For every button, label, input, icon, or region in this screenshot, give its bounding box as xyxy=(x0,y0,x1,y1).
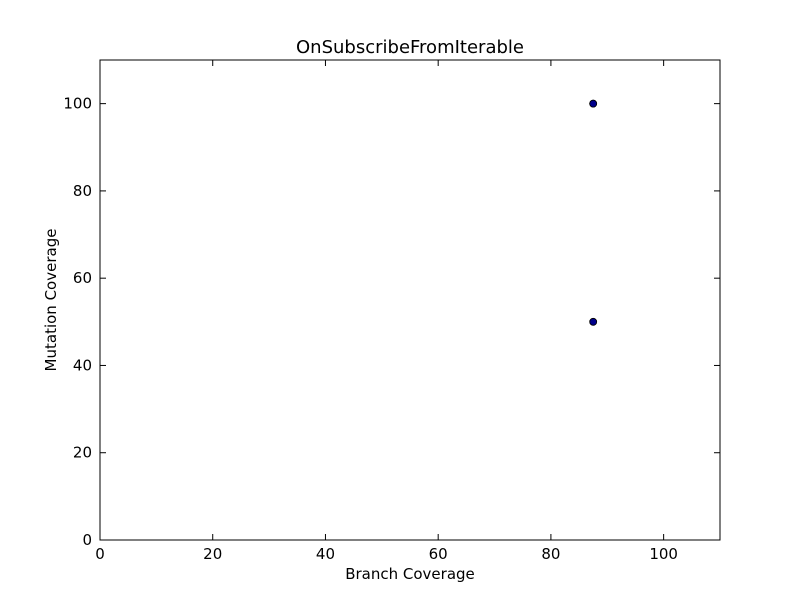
x-tick-label: 0 xyxy=(95,545,105,563)
x-tick-label: 40 xyxy=(316,545,335,563)
data-point xyxy=(589,317,598,326)
x-tick-label: 20 xyxy=(203,545,222,563)
x-axis-label: Branch Coverage xyxy=(345,565,475,583)
y-tick-label: 40 xyxy=(73,356,92,374)
y-tick-label: 20 xyxy=(73,444,92,462)
x-tick-label: 80 xyxy=(541,545,560,563)
data-point xyxy=(589,99,598,108)
x-tick-label: 60 xyxy=(429,545,448,563)
plot-area-frame xyxy=(99,59,721,541)
y-tick-label: 100 xyxy=(63,95,92,113)
y-axis-label: Mutation Coverage xyxy=(42,229,60,372)
y-tick-label: 80 xyxy=(73,182,92,200)
x-tick-label: 100 xyxy=(649,545,678,563)
chart-title: OnSubscribeFromIterable xyxy=(296,37,524,58)
y-tick-label: 0 xyxy=(82,531,92,549)
axis-ticks: 0 20 40 60 80 100 0 20 40 60 80 100 xyxy=(63,60,720,563)
y-tick-label: 60 xyxy=(73,269,92,287)
data-points xyxy=(589,99,598,326)
